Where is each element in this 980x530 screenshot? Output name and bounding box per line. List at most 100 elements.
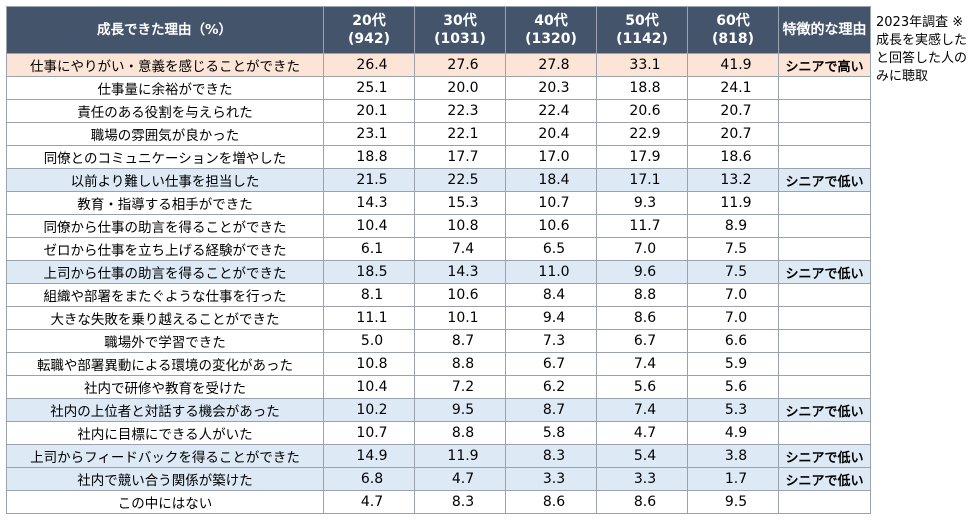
row-value: 6.2 [505,375,597,399]
row-value: 3.3 [505,467,597,491]
row-value: 14.9 [323,444,415,468]
table-row: 職場外で学習できた 5.0 8.7 7.3 6.7 6.6 [6,329,871,353]
row-reason: ゼロから仕事を立ち上げる経験ができた [6,237,324,261]
row-value: 7.5 [687,260,779,284]
header-age-col: 60代 (818) [687,6,779,54]
row-value: 9.3 [596,191,688,215]
row-value: 25.1 [323,76,415,100]
table-row: 上司から仕事の助言を得ることができた 18.5 14.3 11.0 9.6 7.5 シニアで… [6,260,871,284]
row-value: 17.7 [414,145,506,169]
row-value: 11.0 [505,260,597,284]
row-reason: 社内に目標にできる人がいた [6,421,324,445]
row-value: 17.1 [596,168,688,192]
table-row: 以前より難しい仕事を担当した 21.5 22.5 18.4 17.1 13.2 シニアで低い [6,168,871,192]
row-value: 20.6 [596,99,688,123]
row-feature: シニアで低い [778,168,871,192]
row-value: 8.6 [505,490,597,514]
row-value: 11.9 [414,444,506,468]
row-value: 22.5 [414,168,506,192]
row-value: 10.6 [414,283,506,307]
survey-note: 2023年調査 ※成長を実感したと回答した人のみに聴取 [876,15,968,84]
header-age: 20代 [352,13,386,29]
row-value: 18.8 [323,145,415,169]
row-value: 18.8 [596,76,688,100]
table-row: 転職や部署異動による環境の変化があった 10.8 8.8 6.7 7.4 5.9 [6,352,871,376]
table-row: 仕事量に余裕ができた 25.1 20.0 20.3 18.8 24.1 [6,76,871,100]
table-row: 社内の上位者と対話する機会があった 10.2 9.5 8.7 7.4 5.3 シニアで低い [6,398,871,422]
row-feature [778,122,871,146]
row-reason: 組織や部署をまたぐような仕事を行った [6,283,324,307]
row-value: 18.6 [687,145,779,169]
row-feature [778,329,871,353]
row-value: 3.3 [596,467,688,491]
row-value: 14.3 [323,191,415,215]
row-value: 5.6 [687,375,779,399]
row-value: 13.2 [687,168,779,192]
header-n: (942) [347,31,391,47]
row-value: 7.0 [687,283,779,307]
row-value: 10.8 [414,214,506,238]
row-value: 9.5 [687,490,779,514]
row-value: 14.3 [414,260,506,284]
row-value: 17.0 [505,145,597,169]
header-row: 成長できた理由（%） 20代 (942) 30代 (1031) 40代 (1320) … [6,6,871,54]
row-value: 18.5 [323,260,415,284]
row-value: 8.4 [505,283,597,307]
table-row: 同僚とのコミュニケーションを増やした 18.8 17.7 17.0 17.9 18.6 [6,145,871,169]
row-value: 9.6 [596,260,688,284]
row-reason: 仕事量に余裕ができた [6,76,324,100]
table-row: 教育・指導する相手ができた 14.3 15.3 10.7 9.3 11.9 [6,191,871,215]
table-row: 上司からフィードバックを得ることができた 14.9 11.9 8.3 5.4 3.8 シニア… [6,444,871,468]
row-value: 22.4 [505,99,597,123]
growth-reasons-table: 成長できた理由（%） 20代 (942) 30代 (1031) 40代 (1320) … [6,6,871,514]
row-value: 22.9 [596,122,688,146]
row-value: 11.1 [323,306,415,330]
row-value: 17.9 [596,145,688,169]
row-value: 1.7 [687,467,779,491]
row-feature [778,421,871,445]
row-value: 8.8 [414,421,506,445]
row-value: 7.2 [414,375,506,399]
row-feature [778,352,871,376]
row-value: 10.7 [505,191,597,215]
row-value: 22.1 [414,122,506,146]
row-reason: 社内の上位者と対話する機会があった [6,398,324,422]
row-feature: シニアで低い [778,467,871,491]
header-age-col: 40代 (1320) [505,6,597,54]
row-feature [778,214,871,238]
row-value: 33.1 [596,53,688,77]
row-value: 20.3 [505,76,597,100]
row-reason: 仕事にやりがい・意義を感じることができた [6,53,324,77]
table-row: 組織や部署をまたぐような仕事を行った 8.1 10.6 8.4 8.8 7.0 [6,283,871,307]
row-value: 23.1 [323,122,415,146]
header-age: 30代 [443,13,477,29]
row-feature: シニアで低い [778,444,871,468]
row-value: 18.4 [505,168,597,192]
table-row: 責任のある役割を与えられた 20.1 22.3 22.4 20.6 20.7 [6,99,871,123]
table-row: この中にはない 4.7 8.3 8.6 8.6 9.5 [6,490,871,514]
row-value: 8.1 [323,283,415,307]
row-value: 20.4 [505,122,597,146]
row-value: 6.1 [323,237,415,261]
row-value: 8.7 [505,398,597,422]
row-value: 10.2 [323,398,415,422]
row-reason: この中にはない [6,490,324,514]
row-value: 8.7 [414,329,506,353]
row-value: 11.9 [687,191,779,215]
row-value: 4.9 [687,421,779,445]
row-value: 8.8 [596,283,688,307]
row-value: 4.7 [323,490,415,514]
row-value: 8.9 [687,214,779,238]
table-row: 同僚から仕事の助言を得ることができた 10.4 10.8 10.6 11.7 8.9 [6,214,871,238]
row-feature [778,191,871,215]
row-value: 20.7 [687,99,779,123]
row-value: 5.4 [596,444,688,468]
row-reason: 社内で研修や教育を受けた [6,375,324,399]
row-feature: シニアで低い [778,260,871,284]
header-reason: 成長できた理由（%） [6,6,324,54]
row-value: 9.4 [505,306,597,330]
row-value: 6.5 [505,237,597,261]
row-value: 7.4 [596,398,688,422]
row-feature [778,375,871,399]
header-n: (1142) [616,31,668,47]
